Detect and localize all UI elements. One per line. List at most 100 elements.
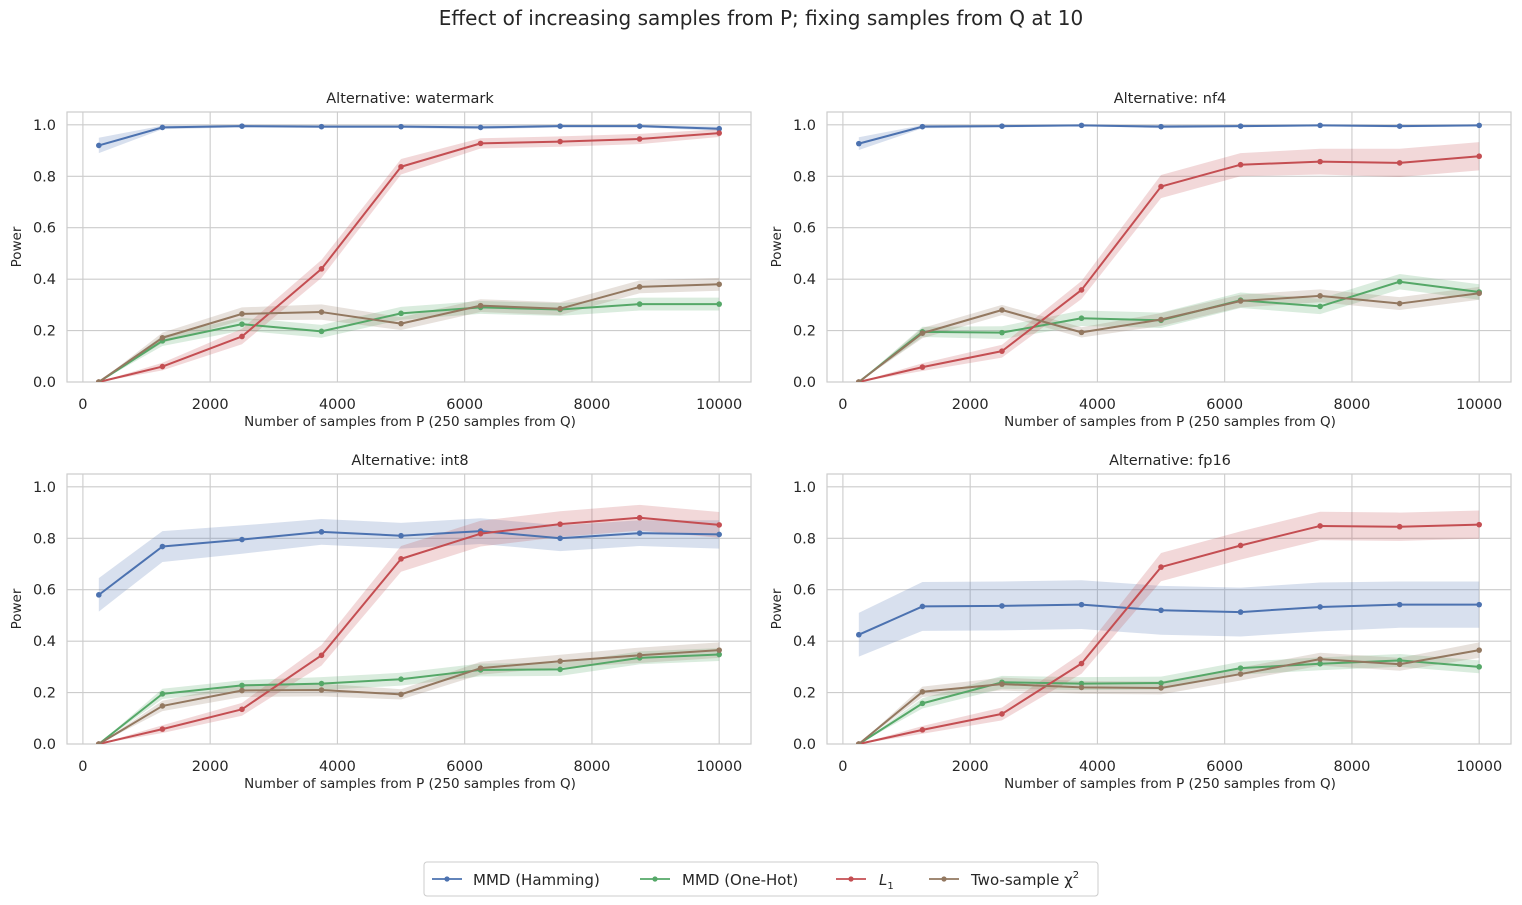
data-point-chi2 — [398, 320, 404, 327]
legend-frame — [423, 861, 1099, 897]
data-point-l1 — [239, 333, 245, 340]
data-point-chi2 — [1317, 293, 1323, 299]
data-point-onehot — [1317, 660, 1323, 667]
data-point-l1 — [1317, 523, 1323, 529]
data-point-hamming — [1396, 123, 1403, 129]
data-point-l1 — [318, 652, 325, 659]
data-point-onehot — [1078, 680, 1085, 687]
x-tick-label: 10000 — [1456, 397, 1502, 413]
data-point-chi2 — [999, 307, 1005, 313]
series-line-onehot — [858, 659, 1480, 744]
data-point-hamming — [239, 123, 245, 129]
data-point-hamming — [557, 123, 563, 129]
legend-item-hamming: MMD (Hamming) — [432, 871, 600, 889]
y-tick-label: 0.6 — [793, 221, 816, 237]
x-tick-label: 0 — [78, 759, 87, 775]
x-tick-label: 6000 — [1206, 397, 1243, 413]
data-point-chi2 — [557, 305, 563, 312]
data-point-l1 — [1078, 287, 1085, 293]
ci-band-onehot — [858, 654, 1480, 744]
data-point-chi2 — [1476, 290, 1482, 297]
data-point-hamming — [1317, 604, 1323, 610]
data-point-chi2 — [1078, 329, 1085, 336]
data-point-hamming — [919, 123, 926, 130]
x-tick-label: 8000 — [1333, 759, 1370, 775]
data-point-l1 — [159, 726, 166, 732]
y-tick-label: 0.6 — [33, 583, 56, 599]
data-point-chi2 — [477, 302, 484, 309]
data-point-chi2 — [1237, 671, 1244, 677]
data-point-hamming — [1476, 601, 1482, 608]
data-point-hamming — [398, 532, 404, 539]
data-point-l1 — [1396, 523, 1403, 530]
x-axis-label-int8: Number of samples from P (250 samples fr… — [244, 776, 576, 792]
y-tick-label: 0.8 — [793, 169, 816, 185]
x-tick-label: 8000 — [1333, 397, 1370, 413]
data-point-hamming — [1078, 601, 1085, 608]
y-axis-label-watermark: Power — [9, 226, 25, 267]
data-point-l1 — [919, 727, 926, 733]
y-tick-label: 0.2 — [793, 686, 816, 702]
data-point-chi2 — [856, 379, 862, 382]
figure-title: Effect of increasing samples from P; fix… — [439, 6, 1084, 30]
data-point-onehot — [398, 310, 404, 317]
legend-item-l1: L1 — [836, 871, 894, 892]
data-point-l1 — [1158, 183, 1164, 190]
x-tick-label: 8000 — [573, 759, 610, 775]
x-tick-label: 0 — [78, 397, 87, 413]
ci-band-hamming — [98, 518, 720, 612]
data-point-chi2 — [1237, 298, 1244, 304]
data-point-onehot — [1317, 303, 1323, 310]
legend-label-hamming: MMD (Hamming) — [473, 871, 600, 889]
data-point-hamming — [1158, 123, 1164, 130]
data-point-hamming — [1158, 607, 1164, 614]
plot-frame — [66, 111, 752, 383]
y-tick-label: 0.6 — [33, 221, 56, 237]
panel-fp16: Alternative: fp16 Number of samples from… — [769, 453, 1512, 792]
plot-frame — [66, 473, 752, 745]
panel-title-int8: Alternative: int8 — [351, 453, 468, 469]
grid-nf4 — [826, 111, 1512, 383]
ci-band-onehot — [98, 297, 720, 382]
data-point-chi2 — [1078, 684, 1085, 691]
data-point-chi2 — [398, 691, 404, 698]
ci-band-chi2 — [98, 642, 720, 744]
ci-band-chi2 — [858, 286, 1480, 382]
y-tick-label: 0.8 — [793, 531, 816, 547]
data-point-hamming — [557, 535, 563, 542]
x-tick-label: 4000 — [319, 759, 356, 775]
data-point-onehot — [1396, 278, 1403, 285]
data-point-chi2 — [919, 689, 926, 695]
data-point-chi2 — [1396, 661, 1403, 668]
data-point-l1 — [318, 266, 325, 272]
data-point-hamming — [477, 124, 484, 131]
data-point-chi2 — [239, 687, 245, 694]
data-point-l1 — [999, 711, 1005, 717]
ci-band-l1 — [98, 504, 720, 744]
panel-title-fp16: Alternative: fp16 — [1109, 453, 1231, 469]
legend-label-l1: L1 — [879, 871, 894, 892]
plot-area-fp16 — [856, 510, 1482, 744]
x-tick-label: 6000 — [1206, 759, 1243, 775]
data-point-onehot — [999, 329, 1005, 336]
data-point-chi2 — [159, 703, 166, 709]
data-point-onehot — [318, 680, 325, 687]
data-point-chi2 — [856, 741, 862, 744]
data-point-l1 — [919, 364, 926, 370]
y-axis-label-nf4: Power — [769, 226, 785, 267]
data-point-hamming — [636, 123, 643, 129]
panel-int8: Alternative: int8 Number of samples from… — [9, 453, 752, 792]
data-point-l1 — [557, 138, 563, 145]
data-point-hamming — [1476, 122, 1482, 129]
data-point-l1 — [999, 348, 1005, 354]
data-point-l1 — [1078, 660, 1085, 667]
y-tick-label: 1.0 — [33, 480, 56, 496]
data-point-l1 — [477, 140, 484, 147]
y-tick-label: 0.4 — [793, 272, 816, 288]
data-point-onehot — [239, 682, 245, 689]
data-point-l1 — [557, 521, 563, 527]
data-point-chi2 — [716, 281, 722, 288]
data-point-hamming — [1237, 123, 1244, 129]
data-point-chi2 — [318, 309, 325, 315]
data-point-l1 — [1237, 161, 1244, 168]
